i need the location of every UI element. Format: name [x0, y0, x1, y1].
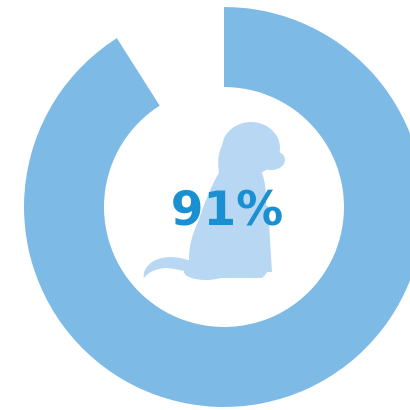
puppy-front-leg: [237, 206, 254, 272]
puppy-tail: [143, 257, 196, 278]
progress-ring-arc: [24, 7, 410, 407]
puppy-muzzle: [257, 150, 285, 170]
puppy-icon: [143, 122, 285, 280]
percent-label: 91%: [171, 182, 284, 237]
puppy-front-leg: [257, 204, 272, 272]
